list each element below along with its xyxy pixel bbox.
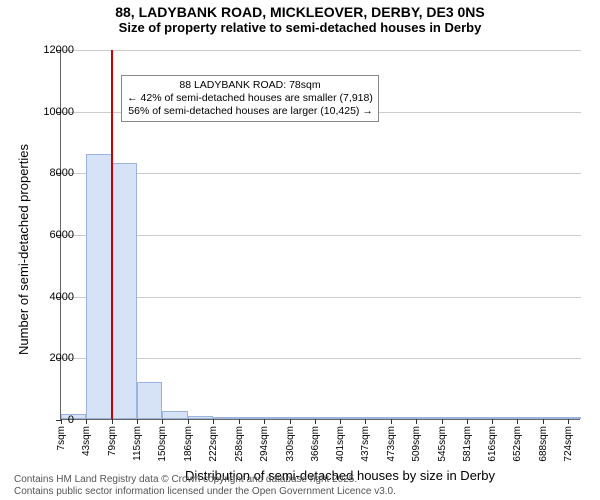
annotation-line-2: ← 42% of semi-detached houses are smalle… xyxy=(127,92,373,105)
xtick-label: 366sqm xyxy=(310,426,321,462)
gridline xyxy=(61,358,581,359)
xtick-mark xyxy=(340,419,341,424)
histogram-bar xyxy=(315,417,340,419)
annotation-line-1: 88 LADYBANK ROAD: 78sqm xyxy=(127,79,373,92)
xtick-mark xyxy=(416,419,417,424)
xtick-label: 545sqm xyxy=(437,426,448,462)
xtick-mark xyxy=(86,419,87,424)
xtick-mark xyxy=(442,419,443,424)
histogram-bar xyxy=(543,417,568,419)
ytick-label: 8000 xyxy=(50,167,74,179)
xtick-mark xyxy=(517,419,518,424)
ytick-label: 2000 xyxy=(50,352,74,364)
xtick-mark xyxy=(61,419,62,424)
annotation-line-3: 56% of semi-detached houses are larger (… xyxy=(127,105,373,118)
histogram-bar xyxy=(239,417,264,419)
xtick-label: 437sqm xyxy=(360,426,371,462)
xtick-mark xyxy=(137,419,138,424)
histogram-bar xyxy=(340,417,365,419)
gridline xyxy=(61,50,581,51)
annotation-box: 88 LADYBANK ROAD: 78sqm← 42% of semi-det… xyxy=(121,75,379,122)
ytick-label: 6000 xyxy=(50,229,74,241)
y-axis-label: Number of semi-detached properties xyxy=(16,144,31,355)
xtick-label: 473sqm xyxy=(386,426,397,462)
histogram-bar xyxy=(442,417,467,419)
ytick-label: 0 xyxy=(68,414,74,426)
histogram-bar xyxy=(213,417,238,419)
xtick-mark xyxy=(492,419,493,424)
xtick-label: 294sqm xyxy=(259,426,270,462)
xtick-label: 7sqm xyxy=(56,426,67,450)
ytick-label: 4000 xyxy=(50,291,74,303)
xtick-label: 688sqm xyxy=(538,426,549,462)
xtick-mark xyxy=(162,419,163,424)
histogram-bar xyxy=(492,417,517,419)
histogram-bar xyxy=(416,417,441,419)
xtick-label: 115sqm xyxy=(132,426,143,461)
plot-area: 88 LADYBANK ROAD: 78sqm← 42% of semi-det… xyxy=(60,50,580,420)
ytick-label: 12000 xyxy=(43,44,74,56)
xtick-label: 581sqm xyxy=(462,426,473,462)
xtick-label: 43sqm xyxy=(81,426,92,456)
histogram-bar xyxy=(137,382,162,419)
histogram-bar xyxy=(467,417,492,419)
xtick-label: 616sqm xyxy=(487,426,498,462)
ytick-label: 10000 xyxy=(43,106,74,118)
histogram-bar xyxy=(86,154,111,419)
title-line-1: 88, LADYBANK ROAD, MICKLEOVER, DERBY, DE… xyxy=(0,4,600,20)
histogram-bar xyxy=(290,417,315,419)
xtick-mark xyxy=(543,419,544,424)
xtick-mark xyxy=(467,419,468,424)
histogram-bar xyxy=(568,417,581,419)
xtick-mark xyxy=(239,419,240,424)
xtick-label: 150sqm xyxy=(157,426,168,462)
histogram-bar xyxy=(517,417,542,419)
footer-line-2: Contains public sector information licen… xyxy=(14,486,396,498)
reference-line xyxy=(111,50,113,419)
xtick-mark xyxy=(290,419,291,424)
xtick-label: 509sqm xyxy=(411,426,422,462)
gridline xyxy=(61,235,581,236)
histogram-chart: 88 LADYBANK ROAD: 78sqm← 42% of semi-det… xyxy=(60,50,580,420)
xtick-label: 330sqm xyxy=(285,426,296,462)
xtick-label: 79sqm xyxy=(107,426,118,456)
xtick-mark xyxy=(188,419,189,424)
chart-title: 88, LADYBANK ROAD, MICKLEOVER, DERBY, DE… xyxy=(0,0,600,35)
xtick-label: 652sqm xyxy=(512,426,523,462)
gridline xyxy=(61,173,581,174)
histogram-bar xyxy=(264,417,289,419)
xtick-label: 724sqm xyxy=(563,426,574,462)
histogram-bar xyxy=(188,416,213,419)
xtick-label: 258sqm xyxy=(234,426,245,462)
xtick-label: 401sqm xyxy=(335,426,346,462)
xtick-mark xyxy=(213,419,214,424)
histogram-bar xyxy=(365,417,390,419)
gridline xyxy=(61,297,581,298)
histogram-bar xyxy=(391,417,416,419)
title-line-2: Size of property relative to semi-detach… xyxy=(0,20,600,35)
histogram-bar xyxy=(112,163,137,419)
xtick-mark xyxy=(112,419,113,424)
footer-line-1: Contains HM Land Registry data © Crown c… xyxy=(14,474,357,486)
xtick-mark xyxy=(568,419,569,424)
xtick-mark xyxy=(315,419,316,424)
histogram-bar xyxy=(162,411,187,419)
xtick-mark xyxy=(365,419,366,424)
xtick-label: 186sqm xyxy=(183,426,194,462)
xtick-label: 222sqm xyxy=(208,426,219,462)
xtick-mark xyxy=(391,419,392,424)
xtick-mark xyxy=(264,419,265,424)
